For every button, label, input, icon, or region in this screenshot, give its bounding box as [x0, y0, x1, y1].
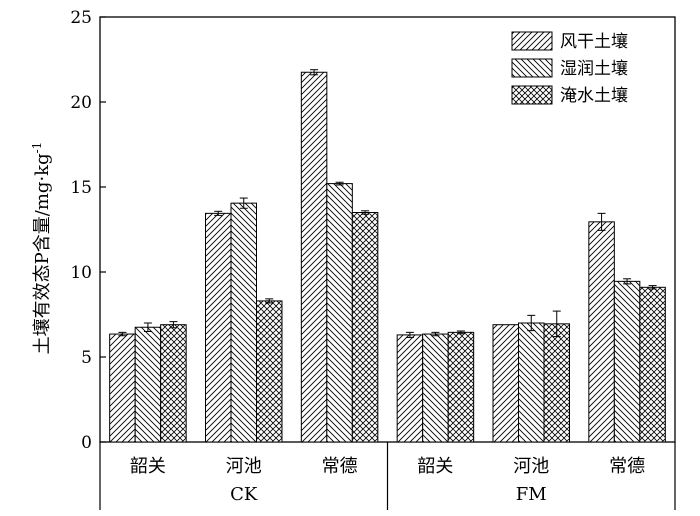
legend-label: 淹水土壤: [560, 85, 628, 106]
y-tick-label: 10: [70, 263, 92, 283]
bar: [613, 280, 641, 443]
y-axis-label: 土壤有效态P含量/mg·kg-1: [30, 142, 53, 355]
bar: [230, 202, 257, 443]
bar: [205, 212, 232, 443]
legend-label: 风干土壤: [560, 31, 628, 52]
bar: [639, 286, 666, 443]
category-label: 河池: [226, 456, 262, 477]
bar: [160, 324, 187, 443]
bar: [543, 323, 570, 443]
y-tick-label: 0: [81, 433, 92, 453]
bar: [109, 333, 136, 443]
y-tick-label: 20: [70, 93, 92, 113]
legend-label: 湿润土壤: [560, 58, 628, 79]
bar: [588, 221, 615, 443]
category-label: 常德: [609, 456, 645, 477]
y-tick-label: 5: [81, 348, 92, 368]
y-axis-label-main: 土壤有效态P含量/mg·kg: [32, 153, 53, 354]
bar: [256, 300, 283, 443]
bar: [518, 322, 545, 443]
bars: [109, 69, 666, 443]
bar: [492, 324, 519, 443]
bar: [300, 71, 328, 443]
y-tick-label: 15: [70, 178, 92, 198]
axes: 0 5 10 15 20 25: [70, 8, 676, 510]
category-labels: CK 韶关 河池 常德 FM 韶关 河池 常德: [130, 456, 645, 505]
bar: [396, 334, 424, 443]
y-tick-label: 25: [70, 8, 92, 28]
legend-swatch: [511, 85, 553, 105]
category-label: 韶关: [130, 456, 166, 477]
category-label: 河池: [513, 456, 549, 477]
legend-swatch: [511, 58, 553, 78]
category-label: 韶关: [417, 456, 453, 477]
group-label: CK: [230, 484, 258, 505]
y-axis-label-superscript: -1: [30, 142, 44, 154]
bar: [351, 212, 379, 443]
bar: [326, 183, 353, 443]
category-label: 常德: [322, 456, 358, 477]
legend-swatch: [511, 31, 553, 51]
bar: [447, 331, 475, 443]
bar: [422, 333, 449, 443]
group-label: FM: [516, 484, 547, 505]
bar: [134, 326, 162, 443]
